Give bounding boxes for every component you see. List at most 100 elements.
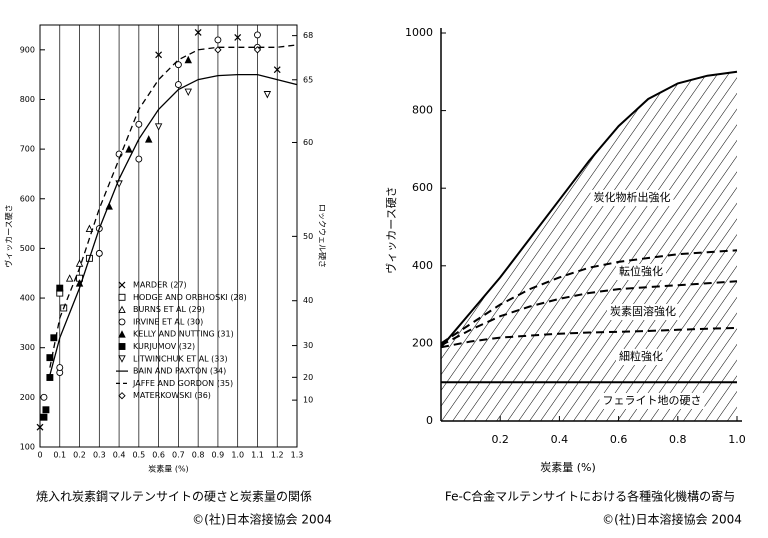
y-tick-label: 800 <box>20 95 35 104</box>
x-tick-label: 0.8 <box>669 433 687 446</box>
marker-square <box>40 413 48 421</box>
credit: ©(社)日本溶接協会 2004 <box>602 512 742 527</box>
y-tick-label: 100 <box>20 443 35 452</box>
x-tick-label: 1.3 <box>291 451 304 460</box>
x-tick-label: 1.2 <box>271 451 284 460</box>
marker-stroke <box>155 51 163 59</box>
marker-square <box>118 343 126 350</box>
x-tick-label: 1.0 <box>231 451 244 460</box>
series-line <box>440 280 738 347</box>
marker-triangle <box>184 55 192 64</box>
y-tick-label: 700 <box>20 145 35 154</box>
marker-circle <box>174 61 182 69</box>
marker-triangle-down <box>184 88 192 97</box>
x-tick-label: 0.6 <box>152 451 165 460</box>
marker-x <box>118 281 126 289</box>
marker-circle <box>214 36 222 44</box>
label-background <box>616 349 666 365</box>
y2-tick-label: 10 <box>303 396 313 405</box>
label-background <box>590 190 674 206</box>
series-line <box>440 249 738 345</box>
region-label: 細粒強化 <box>619 349 663 363</box>
series-line <box>49 44 298 368</box>
y-tick-label: 300 <box>20 343 35 352</box>
x-tick-label: 0.4 <box>113 451 126 460</box>
marker-circle <box>135 120 143 128</box>
legend-label: MARDER (27) <box>133 281 187 290</box>
x-tick-label: 0.3 <box>93 451 106 460</box>
hatch-area <box>441 71 737 422</box>
region-label: 炭化物析出強化 <box>594 190 671 204</box>
marker-triangle <box>125 145 133 153</box>
y-tick-label: 400 <box>412 259 433 272</box>
legend-label: BURNS ET AL (29) <box>133 305 205 314</box>
legend-label: HODGE AND ORBHOSKI (28) <box>133 293 247 302</box>
x-tick-label: 0.2 <box>73 451 86 460</box>
x-tick-label: 0.2 <box>491 433 509 446</box>
marker-square <box>118 293 126 301</box>
marker-diamond <box>253 46 262 54</box>
marker-diamond <box>214 46 222 54</box>
series-line <box>440 326 738 349</box>
marker-stroke <box>194 29 202 36</box>
legend-label: JAFFE AND GORDON (35) <box>132 379 233 388</box>
marker-triangle-down <box>154 123 163 131</box>
y2-axis-label: ロックウェル硬さ <box>318 204 327 268</box>
series-line <box>440 70 738 348</box>
y-tick-label: 600 <box>412 181 433 194</box>
region-label: 炭素固溶強化 <box>610 304 676 318</box>
marker-square <box>46 374 54 381</box>
x-tick-label: 0.9 <box>212 451 225 460</box>
marker-x <box>36 423 44 431</box>
y-tick-label: 800 <box>412 104 433 117</box>
marker-triangle <box>85 224 94 233</box>
marker-triangle-down <box>118 355 126 363</box>
marker-x <box>234 33 242 41</box>
label-background <box>599 393 705 409</box>
marker-stroke <box>273 66 281 74</box>
marker-x <box>273 66 281 74</box>
y-axis-label: ヴィッカース硬さ <box>4 204 14 268</box>
y2-tick-label: 30 <box>303 341 313 350</box>
legend-label: KURJUMOV (32) <box>133 342 195 351</box>
caption: Fe-C合金マルテンサイトにおける各種強化機構の寄与 <box>445 489 735 504</box>
y-tick-label: 0 <box>426 414 433 427</box>
y2-tick-label: 40 <box>303 296 313 305</box>
marker-stroke <box>36 423 44 431</box>
legend-label: IRVINE ET AL (30) <box>133 317 203 326</box>
marker-circle <box>174 81 182 89</box>
marker-stroke <box>118 281 126 289</box>
legend-label: MATERKOWSKI (36) <box>133 391 211 400</box>
marker-circle <box>56 364 64 372</box>
marker-triangle <box>118 305 126 314</box>
label-background <box>616 264 666 280</box>
marker-square <box>50 334 58 342</box>
marker-diamond <box>118 392 126 400</box>
legend-label: BAIN AND PAXTON (34) <box>133 367 226 376</box>
legend-label: KELLY AND NUTTING (31) <box>133 330 234 339</box>
x-tick-label: 0.8 <box>192 451 205 460</box>
marker-triangle <box>145 135 153 143</box>
marker-circle <box>118 318 126 326</box>
legend-label: LITWINCHUK ET AL (33) <box>133 354 228 363</box>
y-tick-label: 900 <box>20 45 35 54</box>
x-tick-label: 0.5 <box>132 451 145 460</box>
marker-triangle-down <box>263 91 272 99</box>
x-tick-label: 1.0 <box>728 433 746 446</box>
marker-circle <box>40 393 48 401</box>
marker-circle <box>95 249 103 257</box>
y2-tick-label: 65 <box>303 75 313 84</box>
y-tick-label: 600 <box>20 194 35 203</box>
region-label: フェライト地の硬さ <box>603 394 702 407</box>
y-tick-label: 400 <box>20 294 35 303</box>
marker-x <box>155 51 163 59</box>
marker-triangle <box>118 330 126 338</box>
credit: ©(社)日本溶接協会 2004 <box>192 512 332 527</box>
x-tick-label: 0.6 <box>610 433 628 446</box>
label-background <box>607 304 679 320</box>
y2-tick-label: 20 <box>303 373 313 382</box>
marker-square <box>56 284 64 292</box>
series-line <box>49 73 298 376</box>
x-tick-label: 0.4 <box>551 433 569 446</box>
